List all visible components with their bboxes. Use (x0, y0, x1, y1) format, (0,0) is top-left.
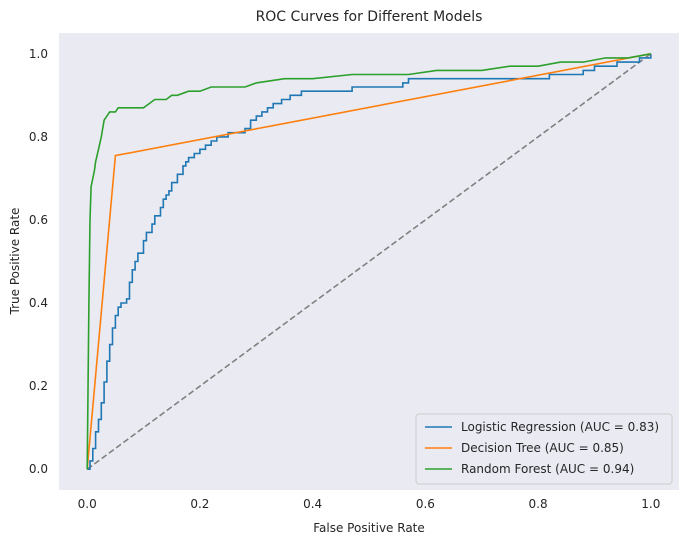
legend-entry-label: Random Forest (AUC = 0.94) (461, 462, 634, 476)
legend-entry-label: Logistic Regression (AUC = 0.83) (461, 420, 659, 434)
y-tick-label: 0.2 (29, 379, 48, 393)
x-tick-labels: 0.0 0.2 0.4 0.6 0.8 1.0 (78, 497, 661, 511)
y-tick-labels: 0.0 0.2 0.4 0.6 0.8 1.0 (29, 47, 48, 476)
x-tick-label: 1.0 (641, 497, 660, 511)
x-axis-label: False Positive Rate (313, 521, 425, 535)
x-tick-label: 0.2 (190, 497, 209, 511)
series-line-1 (86, 53, 651, 470)
y-tick-label: 0.8 (29, 130, 48, 144)
legend-box (415, 413, 673, 485)
legend: Logistic Regression (AUC = 0.83) Decision… (415, 413, 673, 485)
series-layer (86, 53, 652, 470)
x-tick-label: 0.8 (529, 497, 548, 511)
y-tick-label: 0.0 (29, 462, 48, 476)
y-tick-label: 0.6 (29, 213, 48, 227)
y-tick-label: 1.0 (29, 47, 48, 61)
x-tick-label: 0.6 (416, 497, 435, 511)
x-tick-label: 0.0 (78, 497, 97, 511)
series-line-0 (87, 53, 652, 470)
chart-title: ROC Curves for Different Models (256, 9, 483, 25)
x-tick-label: 0.4 (303, 497, 322, 511)
legend-entry-label: Decision Tree (AUC = 0.85) (461, 441, 624, 455)
y-axis-label: True Positive Rate (8, 208, 22, 316)
series-line-2 (86, 53, 651, 470)
y-tick-label: 0.4 (29, 296, 48, 310)
